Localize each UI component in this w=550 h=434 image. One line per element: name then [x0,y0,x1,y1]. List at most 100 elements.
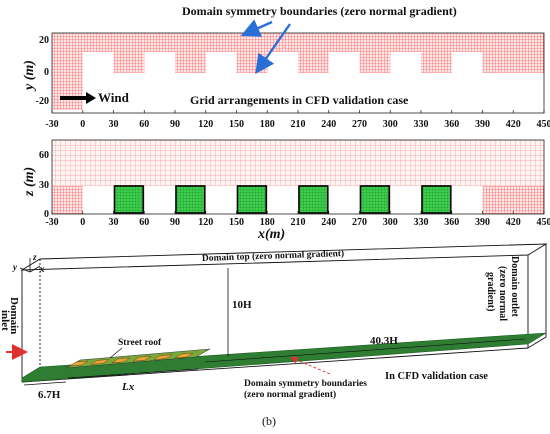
street-roof-block [111,357,131,364]
x-tick-label: 300 [383,217,398,228]
ground-strip [21,332,547,383]
top-street-gap [267,52,298,73]
x-tick-label: 180 [260,119,275,130]
mid-street-gap [205,186,237,214]
mid-x-ticks: -30 0 30 60 90 120 150 180 210 240 270 300 330 360 390… [45,211,550,228]
top-street-gap [390,52,421,73]
domain-outlet-label: Domain outlet (zero normal gradient) [485,256,520,321]
x-tick-label: 360 [444,119,459,130]
x-tick-label: 450 [537,217,550,228]
x-tick-label: 30 [109,119,119,130]
svg-text:gradient): gradient) [485,272,496,311]
top-panel: y (m) 20 0 -20 -30 0 30 60 90 120 150 180 210 240 27… [22,4,550,130]
x-tick-label: 0 [80,119,85,130]
mid-street-gap [451,186,483,214]
inlet-dist-dim [23,381,67,386]
x-tick-label: 450 [537,119,550,130]
x-tick-label: 150 [229,119,244,130]
lx-dim [67,368,199,379]
street-roof-pointer [109,347,123,359]
x-tick-label: 0 [80,217,85,228]
top-building-plot [298,52,329,73]
street-roof-block [90,359,110,365]
wind-label: Wind [98,90,130,105]
x-tick-label: 240 [321,217,336,228]
z-tick-label: 0 [44,209,49,220]
sym-arrow-3d [290,356,331,375]
z-tick-label: 60 [39,150,49,161]
mid-building [359,185,391,214]
street-roof-block [132,355,152,362]
x-tick-label: 240 [321,119,336,130]
height-label: 10H [232,299,252,311]
length-dimension [204,338,526,363]
symmetry-annotation-top: Domain symmetry boundaries (zero normal … [182,4,457,18]
y-tick-label: -20 [36,96,49,107]
z-ticks: 60 30 0 [39,150,49,220]
top-street-gap [144,52,175,73]
x-tick-label: 210 [291,119,306,130]
x-tick-label: 420 [506,119,521,130]
x-tick-label: 390 [475,217,490,228]
street-roof-block [153,354,173,360]
x-tick-label: -30 [45,119,58,130]
top-street-gap [328,52,360,73]
svg-text:Domain outlet: Domain outlet [509,256,520,318]
mid-street-gap [390,186,421,214]
mid-building [421,185,452,214]
x-tick-label: 180 [260,217,275,228]
sym-label-3d-2: (zero normal gradient) [244,389,336,400]
top-building-plot [359,52,391,73]
figure-caption: (b) [262,414,276,428]
top-building-plot [113,52,145,73]
x-tick-label: 420 [506,217,521,228]
length-label: 40.3H [370,335,398,347]
domain-top-label: Domain top (zero normal gradient) [202,248,345,264]
y-tick-label: 0 [44,67,49,78]
grid-caption: Grid arrangements in CFD validation case [190,93,409,107]
street-buildings-3d [65,348,211,369]
lx-label: Lx [121,381,135,393]
mid-building [113,185,145,214]
street-roof-label: Street roof [118,338,162,348]
mid-building [298,185,329,214]
x-tick-label: 90 [170,217,180,228]
domain-3d-panel [20,243,548,383]
top-building-plot [421,52,452,73]
axis-x-3d: x [39,264,45,274]
mid-street-gap [144,186,175,214]
x-tick-label: 120 [198,119,213,130]
y-ticks: 20 0 -20 [36,35,49,107]
symmetry-arrow-1 [240,19,273,37]
z-axis-label: z (m) [22,167,37,197]
mid-building [236,185,268,214]
x-tick-label: 270 [352,119,367,130]
x-tick-label: 30 [109,217,119,228]
x-tick-label: 90 [170,119,180,130]
domain-front-bottom [21,347,529,383]
top-street-gap [451,52,483,73]
svg-text:inlet: inlet [0,310,11,331]
top-street-gap [82,52,114,73]
x-tick-label: 330 [414,119,429,130]
y-axis-label: y (m) [22,60,37,92]
x-axis-label: x(m) [257,227,285,242]
3d-axes [19,258,41,273]
x-tick-label: -30 [45,217,58,228]
x-tick-label: 150 [229,217,244,228]
y-tick-label: 20 [39,35,49,46]
svg-text:(zero normal: (zero normal [497,266,508,321]
street-roof-block [69,360,89,367]
mid-street-gap [267,186,298,214]
sym-label-3d-1: Domain symmetry boundaries [244,379,367,389]
x-tick-label: 330 [414,217,429,228]
top-street-gap [205,52,237,73]
x-tick-label: 60 [139,119,149,130]
symmetry-arrow-2 [255,23,291,74]
mid-street-gap [82,186,114,214]
mid-building [175,185,206,214]
x-tick-label: 270 [352,217,367,228]
x-tick-label: 120 [198,217,213,228]
